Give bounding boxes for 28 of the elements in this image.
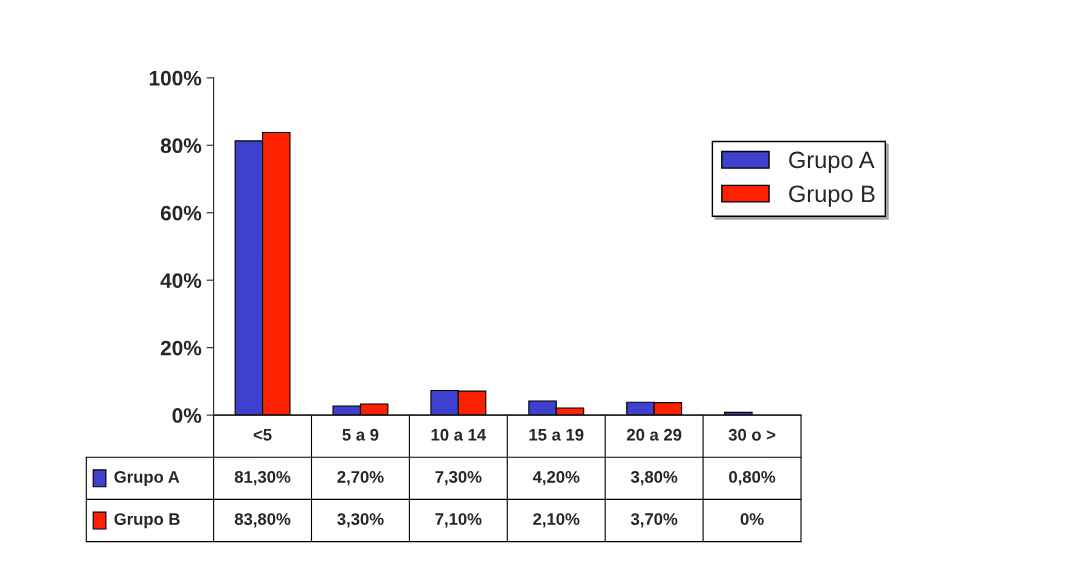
data-label: 7,10% [435, 513, 482, 528]
y-tick-label: 100% [149, 70, 202, 86]
data-label: 83,80% [234, 513, 291, 528]
legend-label: Grupo A [789, 151, 875, 173]
data-label: 3,80% [630, 471, 678, 486]
text: Grupo B [114, 513, 180, 529]
x-tick-label: 10 a 14 [431, 428, 487, 441]
data-label: 0,80% [729, 471, 776, 486]
x-tick-label: 5 a 9 [342, 428, 379, 441]
data-label: 3,30% [337, 513, 384, 528]
y-tick-label: 80% [160, 138, 202, 154]
text: Grupo A [114, 471, 180, 487]
y-tick-label: 40% [160, 273, 202, 288]
x-tick-label: 30 o > [728, 428, 776, 441]
x-tick-label: <5 [253, 429, 272, 441]
x-tick-label: 15 a 19 [529, 428, 584, 441]
data-label: 3,70% [630, 513, 678, 528]
data-label: 0% [740, 513, 764, 525]
data-label: 7,30% [435, 471, 482, 486]
y-tick-label: 20% [160, 340, 202, 356]
y-tick-label: 60% [160, 205, 202, 221]
x-tick-label: 20 a 29 [626, 428, 682, 441]
data-label: 81,30% [234, 471, 291, 486]
data-label: 2,10% [533, 513, 580, 528]
y-tick-label: 0% [172, 408, 202, 423]
data-label: 2,70% [337, 471, 384, 486]
legend-label: Grupo B [789, 185, 875, 207]
data-label: 4,20% [532, 471, 580, 486]
